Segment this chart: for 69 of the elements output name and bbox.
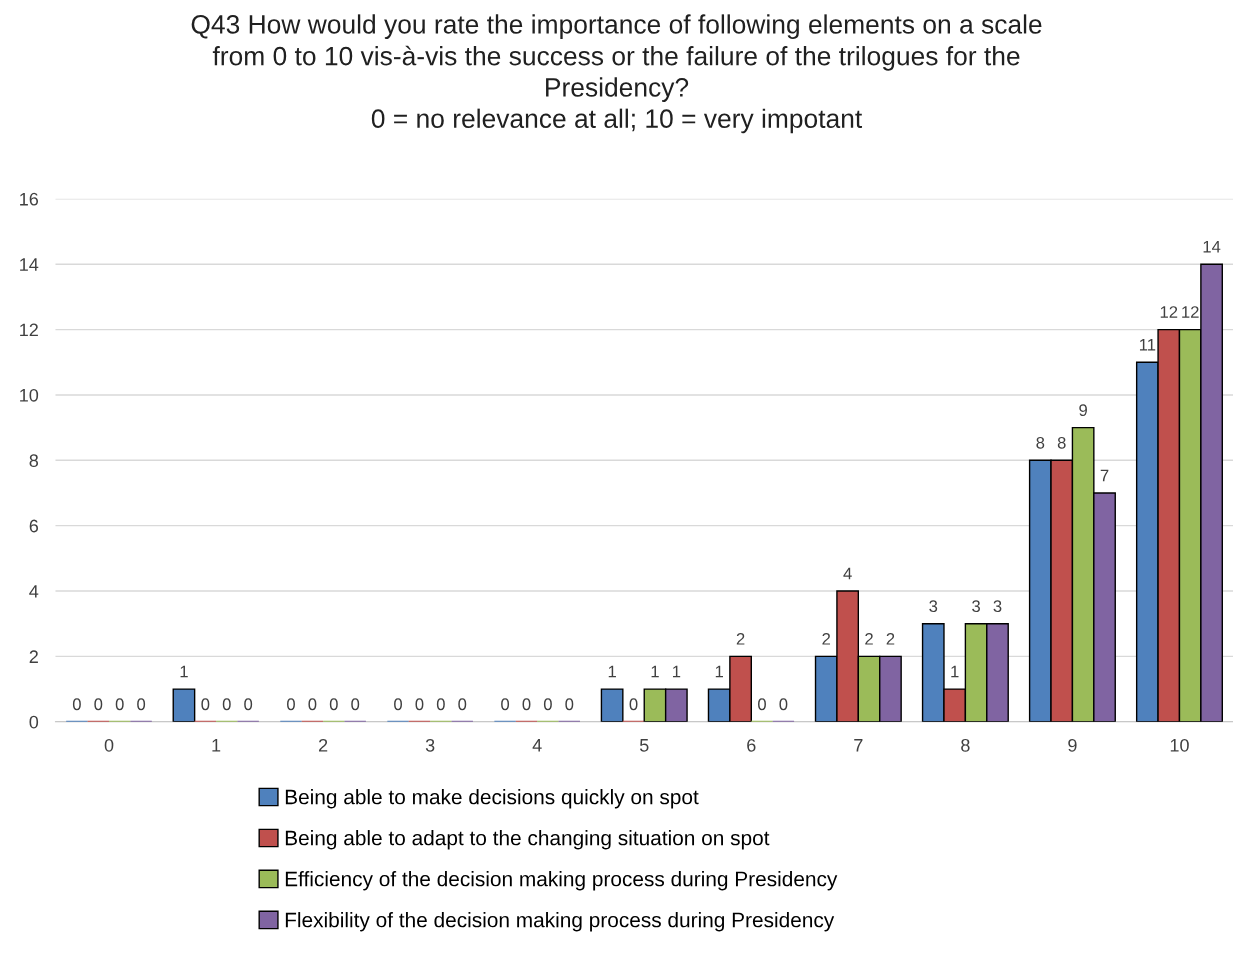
x-tick-label: 0 bbox=[104, 738, 114, 752]
legend-label: Flexibility of the decision making process during Presidency bbox=[285, 912, 835, 932]
data-label: 0 bbox=[458, 698, 467, 711]
data-label: 8 bbox=[1036, 436, 1045, 449]
x-tick-label: 6 bbox=[747, 738, 756, 752]
data-label: 2 bbox=[736, 632, 745, 645]
data-label: 0 bbox=[758, 698, 766, 711]
x-tick-label: 8 bbox=[961, 738, 970, 752]
y-tick-label: 0 bbox=[29, 715, 39, 729]
data-label: 0 bbox=[394, 698, 403, 711]
data-label: 7 bbox=[1100, 469, 1109, 482]
data-label: 0 bbox=[72, 698, 81, 711]
y-tick-label: 10 bbox=[20, 388, 39, 402]
y-tick-label: 8 bbox=[29, 454, 39, 468]
data-label: 1 bbox=[608, 665, 616, 678]
x-tick-label: 9 bbox=[1068, 738, 1077, 752]
data-label: 0 bbox=[201, 698, 210, 711]
data-label: 12 bbox=[1182, 306, 1199, 318]
data-label: 0 bbox=[244, 698, 253, 711]
x-tick-label: 10 bbox=[1170, 738, 1189, 752]
data-label: 8 bbox=[1057, 436, 1066, 449]
y-tick-label: 2 bbox=[29, 650, 38, 663]
x-tick-label: 7 bbox=[854, 739, 863, 752]
data-label: 0 bbox=[94, 698, 103, 711]
y-tick-label: 6 bbox=[29, 519, 39, 533]
data-label: 1 bbox=[951, 665, 959, 678]
data-label: 0 bbox=[329, 698, 338, 711]
data-label: 9 bbox=[1079, 404, 1087, 416]
data-label: 1 bbox=[715, 665, 723, 678]
data-label: 0 bbox=[522, 698, 531, 711]
data-label: 0 bbox=[351, 698, 360, 711]
y-tick-label: 12 bbox=[20, 323, 38, 337]
x-tick-label: 1 bbox=[212, 739, 221, 752]
legend-label: Being able to make decisions quickly on spot bbox=[285, 789, 699, 809]
data-label: 0 bbox=[137, 698, 146, 711]
data-label: 12 bbox=[1160, 306, 1178, 318]
data-label: 3 bbox=[972, 600, 980, 613]
data-label: 0 bbox=[543, 698, 552, 711]
data-label: 3 bbox=[993, 600, 1002, 613]
data-label: 0 bbox=[287, 698, 295, 711]
chart-title: Q43 How would you rate the importance of following elements on a scale from 0 to 10 vis-à-vis the success or the failure of the trilogues for the Presidency? 0 = no relevance at all; 10 = very impotant bbox=[191, 14, 1042, 134]
y-tick-label: 16 bbox=[20, 192, 39, 206]
data-label: 11 bbox=[1139, 339, 1156, 351]
data-label: 4 bbox=[843, 567, 852, 580]
data-label: 1 bbox=[651, 665, 659, 678]
data-label: 0 bbox=[222, 698, 231, 711]
x-tick-label: 5 bbox=[639, 739, 649, 752]
data-label: 2 bbox=[822, 632, 831, 645]
data-label: 14 bbox=[1203, 240, 1221, 253]
data-label: 2 bbox=[865, 632, 873, 645]
data-label: 0 bbox=[565, 698, 574, 711]
data-label: 0 bbox=[115, 698, 124, 711]
data-label: 0 bbox=[436, 698, 445, 711]
x-tick-label: 2 bbox=[318, 738, 328, 752]
legend-label: Efficiency of the decision making process during Presidency bbox=[285, 871, 838, 891]
data-label: 0 bbox=[629, 698, 638, 711]
legend-label: Being able to adapt to the changing situation on spot bbox=[285, 830, 770, 850]
y-tick-label: 14 bbox=[20, 258, 39, 271]
x-tick-label: 3 bbox=[425, 738, 435, 752]
data-label: 1 bbox=[672, 665, 681, 678]
data-label: 0 bbox=[308, 698, 317, 711]
data-label: 2 bbox=[886, 632, 895, 645]
data-label: 0 bbox=[779, 698, 788, 711]
data-label: 1 bbox=[180, 665, 188, 678]
y-tick-label: 4 bbox=[29, 585, 39, 598]
data-label: 3 bbox=[929, 600, 938, 613]
data-label: 0 bbox=[415, 698, 424, 711]
data-label: 0 bbox=[501, 698, 510, 711]
x-tick-label: 4 bbox=[532, 739, 542, 752]
